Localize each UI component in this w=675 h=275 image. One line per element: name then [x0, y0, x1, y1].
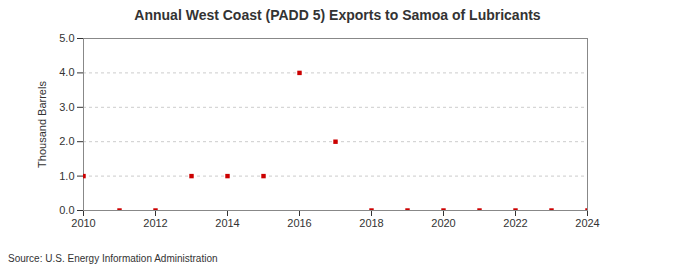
svg-text:2022: 2022: [503, 217, 527, 229]
svg-text:4.0: 4.0: [59, 66, 74, 78]
svg-text:2016: 2016: [287, 217, 311, 229]
svg-text:2020: 2020: [431, 217, 455, 229]
svg-text:2010: 2010: [71, 217, 95, 229]
svg-text:3.0: 3.0: [59, 101, 74, 113]
svg-text:2024: 2024: [575, 217, 599, 229]
svg-text:2018: 2018: [359, 217, 383, 229]
svg-text:2.0: 2.0: [59, 135, 74, 147]
html-text:Source: U.S. Energy Informatio: Source: U.S. Energy Information Administ…: [8, 253, 218, 264]
svg-text:Thousand Barrels: Thousand Barrels: [36, 81, 48, 168]
svg-text:2014: 2014: [215, 217, 239, 229]
svg-text:2012: 2012: [143, 217, 167, 229]
svg-text:1.0: 1.0: [59, 170, 74, 182]
svg-text:0.0: 0.0: [59, 204, 74, 216]
html-text:Annual West Coast (PADD 5) Exp: Annual West Coast (PADD 5) Exports to Sa…: [134, 7, 541, 23]
svg-text:5.0: 5.0: [59, 32, 74, 44]
